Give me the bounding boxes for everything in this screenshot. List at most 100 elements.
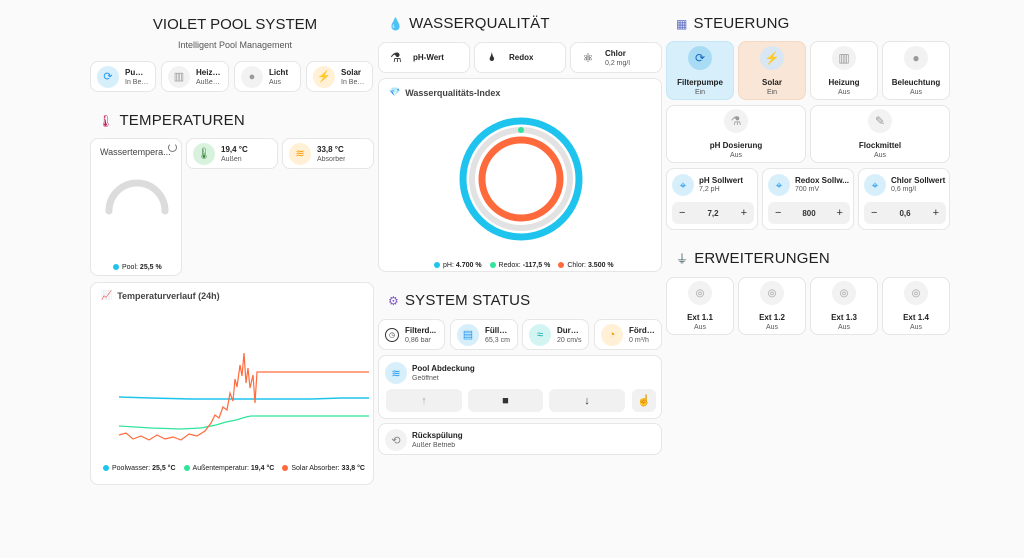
- diamond-icon: 💎: [389, 87, 401, 97]
- outlet-icon: ◎: [688, 281, 712, 305]
- cover-close-button[interactable]: ↓: [549, 389, 625, 412]
- backwash-name: Rückspülung: [412, 431, 463, 440]
- backwash-card[interactable]: ⟲ Rückspülung Außer Betrieb: [378, 423, 662, 455]
- sensor-fill-level[interactable]: ▤ Füllst... 65,3 cm: [450, 319, 518, 350]
- temperature-history-chart: [118, 352, 369, 441]
- water-drop-icon: 💧: [388, 16, 404, 31]
- extension-1-1[interactable]: ◎ Ext 1.1 Aus: [666, 277, 734, 335]
- water-quality-index-title: Wasserqualitäts-Index: [405, 87, 501, 98]
- system-status-section-title: ⚙ SYSTEM STATUS: [388, 292, 531, 309]
- chlorine-ring: [478, 136, 564, 222]
- extension-1-4[interactable]: ◎ Ext 1.4 Aus: [882, 277, 950, 335]
- redox-stepper[interactable]: − 800 +: [768, 202, 850, 224]
- chlorine-decrement-button[interactable]: −: [871, 207, 878, 219]
- switch-ph-dosing[interactable]: ⚗ pH Dosierung Aus: [666, 105, 806, 163]
- crosshair-icon: ⌖: [672, 174, 694, 196]
- crosshair-icon: ⌖: [768, 174, 790, 196]
- extension-1-2[interactable]: ◎ Ext 1.2 Aus: [738, 277, 806, 335]
- crosshair-icon: ⌖: [864, 174, 886, 196]
- pool-cover-card[interactable]: ≋ Pool Abdeckung Geöffnet ↑ ■ ↓ ☝: [378, 355, 662, 419]
- ph-increment-button[interactable]: +: [740, 207, 747, 219]
- water-quality-index-rings: [459, 117, 583, 241]
- redox-increment-button[interactable]: +: [836, 207, 843, 219]
- outlet-icon: ◎: [760, 281, 784, 305]
- pipette-icon: ✎: [868, 109, 892, 133]
- control-panel-icon: ▦: [676, 16, 688, 31]
- chart-line-icon: 📈: [101, 290, 113, 300]
- refresh-icon[interactable]: [168, 143, 177, 152]
- chlorine-chip[interactable]: ⚛ Chlor 0,2 mg/l: [570, 42, 662, 73]
- redox-decrement-button[interactable]: −: [775, 207, 782, 219]
- speedometer-icon: ◔: [601, 323, 623, 346]
- setpoint-chlorine[interactable]: ⌖ Chlor Sollwert 0,6 mg/l − 0,6 +: [858, 168, 950, 230]
- absorber-temperature-chip[interactable]: ≋ 33,8 °C Absorber: [282, 138, 374, 169]
- temperature-history-title: Temperaturverlauf (24h): [117, 290, 220, 301]
- ph-decrement-button[interactable]: −: [679, 207, 686, 219]
- setpoint-redox[interactable]: ⌖ Redox Sollw... 700 mV − 800 +: [762, 168, 854, 230]
- hand-pointer-icon[interactable]: ☝: [632, 389, 656, 412]
- switch-flocculant[interactable]: ✎ Flockmittel Aus: [810, 105, 950, 163]
- pool-cover-name: Pool Abdeckung: [412, 364, 475, 373]
- sensor-filter-pressure[interactable]: ◷ Filterd... 0,86 bar: [378, 319, 445, 350]
- temperature-history-card[interactable]: 📈 Temperaturverlauf (24h) Poolwasser: 25…: [90, 282, 374, 485]
- flask-icon: ⚗: [385, 46, 407, 69]
- quick-tile-heizung[interactable]: ▥ Heizu... Außer ...: [161, 61, 229, 92]
- cover-stop-button[interactable]: ■: [468, 389, 543, 412]
- flask-icon: ⚗: [724, 109, 748, 133]
- pool-legend: Pool: 25,5 %: [113, 264, 162, 271]
- outlet-icon: ◎: [832, 281, 856, 305]
- switch-solar[interactable]: ⚡ Solar Ein: [738, 41, 806, 100]
- redox-marker: [518, 127, 524, 133]
- waves-icon: ≈: [529, 323, 551, 346]
- quick-tile-licht[interactable]: ● Licht Aus: [234, 61, 301, 92]
- outside-temperature-chip[interactable]: 🌡 19,4 °C Außen: [186, 138, 278, 169]
- quick-tile-pumpe[interactable]: ⟳ PumpeIn Betri...: [90, 61, 156, 92]
- solar-icon: ⚡: [760, 45, 784, 70]
- water-temperature-label: Wassertempera...: [100, 147, 171, 157]
- chlorine-increment-button[interactable]: +: [932, 207, 939, 219]
- water-quality-legend: pH: 4.700 % Redox: -117,5 % Chlor: 3.500…: [434, 262, 614, 269]
- pump-icon: ⟳: [688, 45, 712, 70]
- setpoint-ph[interactable]: ⌖ pH Sollwert 7,2 pH − 7,2 +: [666, 168, 758, 230]
- water-quality-index-card[interactable]: 💎 Wasserqualitäts-Index pH: 4.700 % Redo…: [378, 78, 662, 272]
- plug-icon: ⏚: [676, 252, 689, 266]
- backwash-state: Außer Betrieb: [412, 442, 456, 449]
- app-title: VIOLET POOL SYSTEM: [152, 16, 318, 33]
- bulb-icon: ●: [241, 65, 263, 88]
- cover-open-button[interactable]: ↑: [386, 389, 462, 412]
- switch-filterpumpe[interactable]: ⟳ Filterpumpe Ein: [666, 41, 734, 100]
- thermometer-icon: 🌡: [193, 142, 215, 165]
- solar-absorber-series: [118, 352, 369, 441]
- temperature-section-title: 🌡 TEMPERATUREN: [98, 112, 245, 129]
- chlorine-stepper[interactable]: − 0,6 +: [864, 202, 946, 224]
- pump-icon: ⟳: [97, 65, 119, 88]
- solar-icon: ⚡: [313, 65, 335, 88]
- heater-icon: ▥: [168, 65, 190, 88]
- tank-icon: ▤: [457, 323, 479, 346]
- bulb-icon: ●: [904, 45, 928, 70]
- sensor-flow[interactable]: ≈ Durch...20 cm/s: [522, 319, 589, 350]
- switch-heizung[interactable]: ▥ Heizung Aus: [810, 41, 878, 100]
- temperature-history-legend: Poolwasser: 25,5 °C Außentemperatur: 19,…: [103, 465, 365, 472]
- heater-icon: ▥: [832, 45, 856, 70]
- outside-temperature-series: [118, 415, 369, 430]
- outlet-icon: ◎: [904, 281, 928, 305]
- heat-waves-icon: ≋: [289, 142, 311, 165]
- water-drop-icon: 🌢: [481, 46, 503, 69]
- redox-ring: [469, 127, 573, 231]
- extension-1-3[interactable]: ◎ Ext 1.3 Aus: [810, 277, 878, 335]
- ph-value-chip[interactable]: ⚗ pH-Wert: [378, 42, 470, 73]
- gauge-icon: ◷: [385, 327, 399, 342]
- redox-chip[interactable]: 🌢 Redox: [474, 42, 566, 73]
- thermometer-icon: 🌡: [98, 113, 114, 128]
- water-quality-section-title: 💧 WASSERQUALITÄT: [388, 15, 550, 32]
- water-temperature-card[interactable]: Wassertempera... Pool: 25,5 %: [90, 138, 182, 276]
- sensor-delivery-rate[interactable]: ◔ Förder...0 m³/h: [594, 319, 662, 350]
- molecule-icon: ⚛: [577, 46, 599, 69]
- app-subtitle: Intelligent Pool Management: [177, 40, 293, 50]
- ph-stepper[interactable]: − 7,2 +: [672, 202, 754, 224]
- switch-beleuchtung[interactable]: ● Beleuchtung Aus: [882, 41, 950, 100]
- pool-water-series: [118, 396, 369, 400]
- pool-cover-state: Geöffnet: [412, 375, 439, 382]
